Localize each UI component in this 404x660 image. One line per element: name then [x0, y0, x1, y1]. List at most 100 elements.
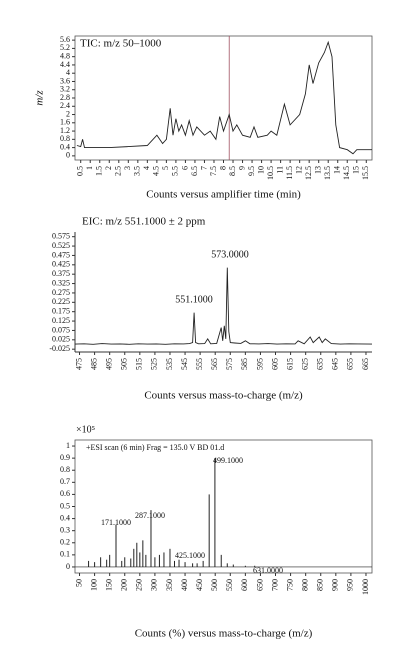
- y-tick-label: 0: [66, 151, 70, 160]
- x-tick-label: 950: [346, 579, 355, 591]
- x-tick-label: 525: [150, 358, 159, 370]
- x-tick-label: 1.5: [95, 166, 104, 176]
- y-tick-label: -0.025: [49, 344, 70, 353]
- y-tick-label: 0.575: [52, 232, 70, 241]
- x-tick-label: 650: [255, 579, 264, 591]
- y-tick-label: 4.8: [60, 51, 70, 60]
- x-tick-label: 5.5: [171, 166, 180, 176]
- data-line: [74, 267, 373, 345]
- y-tick-label: 0.4: [60, 513, 70, 522]
- x-tick-label: 2: [104, 166, 113, 170]
- peak-label: 499.1000: [213, 456, 243, 465]
- x-tick-label: 505: [120, 358, 129, 370]
- y-tick-label: 2: [66, 109, 70, 118]
- x-tick-label: 605: [270, 358, 279, 370]
- y-tick-label: 0.225: [52, 297, 70, 306]
- x-tick-label: 595: [255, 358, 264, 370]
- x-tick-label: 750: [285, 579, 294, 591]
- x-tick-label: 2.5: [114, 166, 123, 176]
- x-axis-label: Counts versus mass-to-charge (m/z): [144, 390, 303, 402]
- y-tick-label: 0: [66, 562, 70, 571]
- y-tick-label: 0.3: [60, 526, 70, 535]
- x-tick-label: 565: [210, 358, 219, 370]
- x-tick-label: 5: [161, 166, 170, 170]
- x-tick-label: 600: [240, 579, 249, 591]
- x-tick-label: 15.5: [361, 166, 370, 180]
- peak-label: 551.1000: [175, 294, 213, 305]
- y-tick-label: 4: [66, 68, 70, 77]
- x-tick-label: 550: [225, 579, 234, 591]
- x-tick-label: 7: [199, 166, 208, 170]
- y-tick-label: 0.125: [52, 316, 70, 325]
- x-axis-label: Counts versus amplifier time (min): [146, 189, 301, 201]
- x-tick-label: 615: [285, 358, 294, 370]
- y-tick-label: 3.2: [60, 85, 70, 94]
- data-line: [76, 40, 372, 155]
- x-tick-label: 4.5: [152, 166, 161, 176]
- x-tick-label: 6: [180, 166, 189, 170]
- x-tick-label: 13: [314, 166, 323, 174]
- x-tick-label: 13.5: [323, 166, 332, 180]
- x-tick-label: 14.5: [342, 166, 351, 180]
- x-tick-label: 700: [270, 579, 279, 591]
- x-tick-label: 11.5: [285, 166, 294, 180]
- x-tick-label: 475: [74, 358, 83, 370]
- y-tick-label: 0.1: [60, 550, 70, 559]
- y-tick-label: 0.075: [52, 325, 70, 334]
- peak-label: 171.1000: [101, 518, 131, 527]
- y-axis-label: m/z: [34, 90, 46, 106]
- x-tick-label: 11: [275, 166, 284, 174]
- x-tick-label: 900: [331, 579, 340, 591]
- y-tick-label: 0.175: [52, 307, 70, 316]
- x-tick-label: 4: [142, 166, 151, 170]
- x-tick-label: 485: [89, 358, 98, 370]
- y-tick-label: 2.8: [60, 93, 70, 102]
- x-tick-label: 15: [352, 166, 361, 174]
- x-tick-label: 12.5: [304, 166, 313, 180]
- x-tick-label: 3.5: [133, 166, 142, 176]
- x-tick-label: 645: [331, 358, 340, 370]
- x-tick-label: 450: [195, 579, 204, 591]
- y-tick-label: 0.025: [52, 335, 70, 344]
- peak-label: 573.0000: [211, 249, 249, 260]
- x-tick-label: 9.5: [247, 166, 256, 176]
- x-tick-label: 665: [361, 358, 370, 370]
- x-tick-label: 635: [316, 358, 325, 370]
- x-tick-label: 1000: [361, 579, 370, 595]
- x-tick-label: 50: [74, 579, 83, 587]
- x-tick-label: 655: [346, 358, 355, 370]
- x-tick-label: 800: [300, 579, 309, 591]
- y-tick-label: 0.9: [60, 453, 70, 462]
- y-tick-label: 1: [66, 441, 70, 450]
- x-tick-label: 10: [256, 166, 265, 174]
- y-tick-label: 0.325: [52, 278, 70, 287]
- peak-label: 631.0000: [253, 566, 283, 575]
- x-tick-label: 12: [294, 166, 303, 174]
- chart-subtitle: +ESI scan (6 min) Frag = 135.0 V BD 01.d: [86, 443, 224, 452]
- y-tick-label: 3.6: [60, 76, 70, 85]
- x-tick-label: 555: [195, 358, 204, 370]
- plot-frame: [74, 35, 373, 161]
- x-tick-label: 350: [165, 579, 174, 591]
- y-tick-label: 0.475: [52, 250, 70, 259]
- y-tick-label: 5.2: [60, 43, 70, 52]
- y-tick-label: 1.6: [60, 118, 70, 127]
- y-tick-label: 2.4: [60, 101, 70, 110]
- y-tick-label: 0.7: [60, 477, 70, 486]
- x-tick-label: 850: [316, 579, 325, 591]
- x-tick-label: 250: [135, 579, 144, 591]
- y-tick-label: 5.6: [60, 35, 70, 44]
- x-tick-label: 3: [123, 166, 132, 170]
- x-tick-label: 6.5: [190, 166, 199, 176]
- x-tick-label: 625: [300, 358, 309, 370]
- x-tick-label: 400: [180, 579, 189, 591]
- y-tick-label: 0.275: [52, 288, 70, 297]
- scale-label: ×10⁵: [76, 424, 95, 435]
- y-tick-label: 0.5: [60, 501, 70, 510]
- x-tick-label: 8.5: [228, 166, 237, 176]
- y-tick-label: 4.4: [60, 60, 70, 69]
- x-tick-label: 150: [105, 579, 114, 591]
- y-tick-label: 0.2: [60, 538, 70, 547]
- x-tick-label: 300: [150, 579, 159, 591]
